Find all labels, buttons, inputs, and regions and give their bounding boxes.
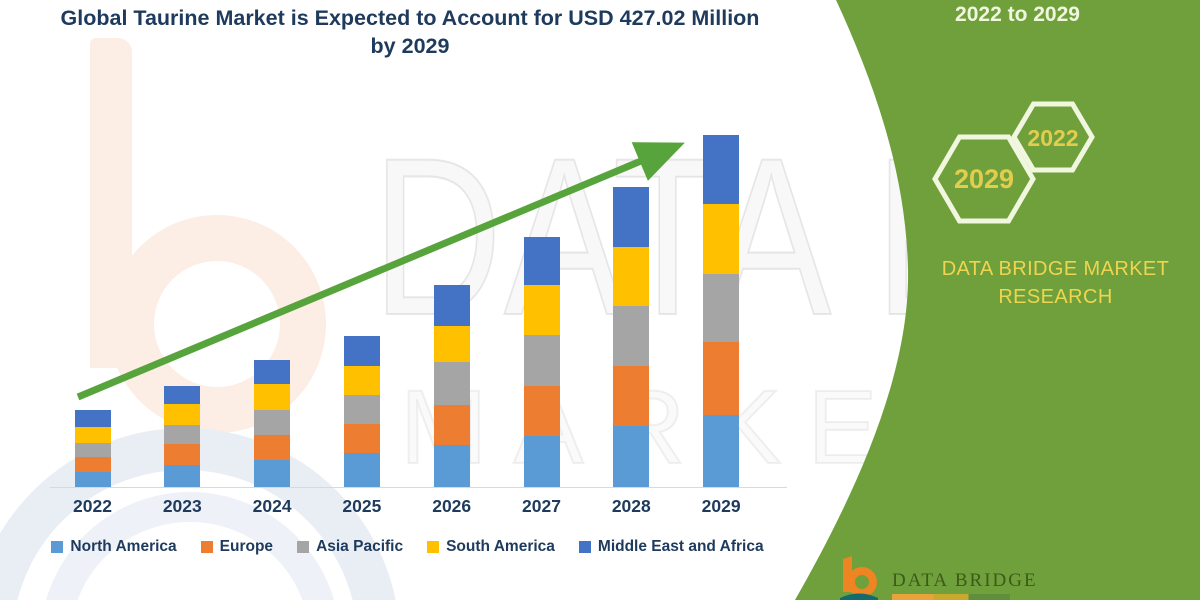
bar-segment-south-america-2029 — [703, 204, 740, 274]
legend-swatch-asia-pacific — [297, 541, 310, 553]
legend-label-middle-east-and-africa: Middle East and Africa — [597, 538, 764, 555]
legend-label-north-america: North America — [70, 538, 177, 555]
stacked-bar-2027 — [523, 237, 560, 487]
footer-logo-strip — [892, 594, 1010, 600]
legend-swatch-north-america — [51, 541, 64, 553]
legend-item-south-america: South America — [427, 538, 555, 556]
x-axis-label-2028: 2028 — [611, 496, 651, 516]
stacked-bar-2024 — [254, 360, 291, 487]
bar-segment-europe-2023 — [164, 444, 201, 465]
chart-title-line1: Global Taurine Market is Expected to Acc… — [60, 6, 760, 30]
x-axis-label-2024: 2024 — [252, 496, 292, 516]
bar-segment-south-america-2023 — [164, 404, 201, 425]
legend-item-north-america: North America — [51, 538, 177, 556]
bar-segment-south-america-2027 — [523, 285, 560, 335]
bar-segment-middle-east-and-africa-2023 — [164, 386, 201, 404]
stacked-bar-2026 — [433, 285, 470, 487]
bar-segment-north-america-2022 — [74, 472, 111, 487]
chart-title-line2: by 2029 — [370, 34, 450, 58]
bar-segment-north-america-2024 — [254, 460, 291, 487]
bar-segment-europe-2027 — [523, 386, 560, 436]
brand-name-block: DATA BRIDGE MARKET RESEARCH — [928, 255, 1183, 311]
legend-item-middle-east-and-africa: Middle East and Africa — [578, 538, 764, 556]
bar-segment-europe-2025 — [343, 424, 380, 453]
bar-segment-europe-2029 — [703, 342, 740, 415]
hexagon-2029-label: 2029 — [953, 164, 1015, 194]
bar-segment-south-america-2025 — [343, 366, 380, 395]
bar-segment-middle-east-and-africa-2024 — [254, 360, 291, 384]
bar-segment-south-america-2022 — [74, 427, 111, 443]
stacked-bar-2028 — [613, 187, 650, 487]
legend-label-south-america: South America — [446, 538, 555, 555]
stacked-bar-2023 — [164, 386, 201, 487]
legend-item-europe: Europe — [200, 538, 274, 556]
bar-segment-europe-2024 — [254, 435, 291, 460]
bar-segment-middle-east-and-africa-2028 — [613, 187, 650, 247]
data-bridge-logo-icon — [840, 556, 878, 600]
bar-segment-south-america-2028 — [613, 247, 650, 306]
stacked-bar-chart: 2022 2023 2024 2025 2026 2027 2028 2029 — [73, 135, 741, 516]
bar-segment-north-america-2023 — [164, 465, 201, 487]
bar-segment-asia-pacific-2028 — [613, 306, 650, 366]
x-axis-label-2026: 2026 — [432, 496, 472, 516]
bar-segment-north-america-2026 — [433, 445, 470, 487]
stacked-bar-2025 — [343, 336, 380, 487]
bar-segment-asia-pacific-2026 — [433, 362, 470, 405]
bar-segment-south-america-2024 — [254, 384, 291, 410]
bar-segment-north-america-2029 — [703, 415, 740, 487]
bar-segment-asia-pacific-2029 — [703, 274, 740, 342]
legend-label-asia-pacific: Asia Pacific — [316, 538, 404, 555]
bar-segment-asia-pacific-2022 — [74, 443, 111, 457]
legend-label-europe: Europe — [219, 538, 274, 555]
brand-line2: RESEARCH — [998, 286, 1113, 308]
legend-swatch-south-america — [427, 541, 440, 553]
stacked-bar-2022 — [74, 410, 111, 487]
bar-segment-asia-pacific-2025 — [343, 395, 380, 424]
forecast-period-label: 2022 to 2029 — [955, 3, 1080, 26]
bar-segment-north-america-2027 — [523, 436, 560, 487]
bar-segment-europe-2022 — [74, 457, 111, 472]
x-axis-label-2023: 2023 — [162, 496, 202, 516]
stacked-bar-2029 — [703, 135, 740, 487]
x-axis-label-2025: 2025 — [342, 496, 382, 516]
hexagon-2022-outline — [1011, 101, 1095, 173]
bar-segment-europe-2026 — [433, 405, 470, 445]
bar-segment-asia-pacific-2027 — [523, 335, 560, 386]
bar-segment-middle-east-and-africa-2022 — [74, 410, 111, 427]
x-axis-label-2022: 2022 — [73, 496, 112, 516]
bar-segment-south-america-2026 — [433, 326, 470, 362]
bar-segment-middle-east-and-africa-2029 — [703, 135, 740, 204]
x-axis-line — [50, 487, 787, 488]
hexagon-2029-outline — [932, 134, 1036, 224]
bar-segment-middle-east-and-africa-2027 — [523, 237, 560, 285]
hexagon-2022-label: 2022 — [1027, 125, 1079, 151]
bar-segment-asia-pacific-2024 — [254, 410, 291, 435]
x-axis-label-2029: 2029 — [701, 496, 741, 516]
brand-line1: DATA BRIDGE MARKET — [941, 258, 1170, 280]
legend-swatch-europe — [200, 541, 213, 553]
chart-title: Global Taurine Market is Expected to Acc… — [0, 4, 820, 60]
bar-segment-middle-east-and-africa-2025 — [343, 336, 380, 366]
green-panel-shape — [795, 0, 1200, 600]
footer-logo: DATA BRIDGE — [838, 556, 1038, 600]
footer-logo-text: DATA BRIDGE — [892, 570, 1038, 591]
bar-segment-asia-pacific-2023 — [164, 425, 201, 444]
legend-swatch-middle-east-and-africa — [578, 541, 591, 553]
legend-item-asia-pacific: Asia Pacific — [297, 538, 403, 556]
bar-segment-north-america-2028 — [613, 426, 650, 487]
bar-segment-north-america-2025 — [343, 453, 380, 487]
bar-segment-middle-east-and-africa-2026 — [433, 285, 470, 326]
x-axis-label-2027: 2027 — [522, 496, 561, 516]
bar-segment-europe-2028 — [613, 366, 650, 426]
chart-legend: North America Europe Asia Pacific South Ame… — [0, 538, 815, 556]
